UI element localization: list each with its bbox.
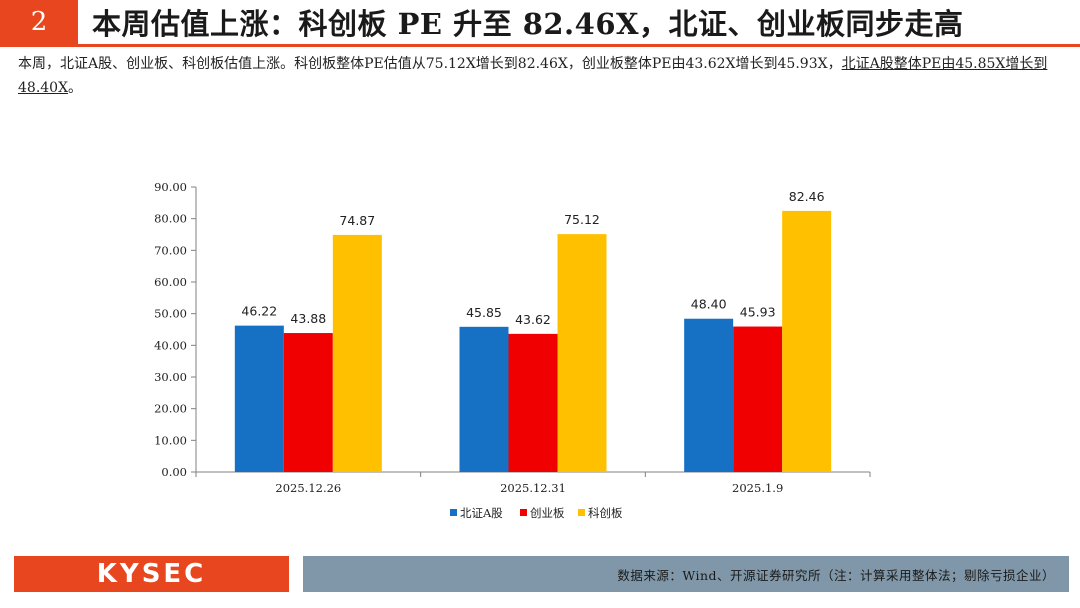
bar-2-1 <box>283 333 333 472</box>
data-label: 48.40 <box>691 297 727 312</box>
y-tick-label: 0.00 <box>161 465 187 479</box>
source-note-bar: 数据来源：Wind、开源证券研究所（注：计算采用整体法；剔除亏损企业） <box>303 556 1069 592</box>
source-note: 数据来源：Wind、开源证券研究所（注：计算采用整体法；剔除亏损企业） <box>617 567 1055 583</box>
legend-swatch <box>520 509 527 516</box>
x-tick-label: 2025.1.9 <box>732 481 783 495</box>
data-label: 46.22 <box>241 304 277 319</box>
bar-3-3 <box>782 210 832 473</box>
legend: 北证A股 创业板 科创板 <box>450 506 623 520</box>
bar-3-1 <box>332 234 382 472</box>
data-label: 43.88 <box>290 311 326 326</box>
y-tick-label: 70.00 <box>154 243 187 257</box>
x-axis: 2025.12.26 2025.12.31 2025.1.9 <box>195 471 871 495</box>
summary-end: 。 <box>68 80 83 96</box>
data-label: 75.12 <box>564 212 600 227</box>
summary-underlined-text: 北证A股整体PE由45.85X增长到48.40X <box>18 56 1048 96</box>
data-label: 45.93 <box>740 305 776 320</box>
legend-label: 创业板 <box>530 506 565 520</box>
y-axis: 0.00 10.00 20.00 30.00 40.00 50.00 60.00 70.00 8… <box>154 180 197 479</box>
y-tick-label: 40.00 <box>154 338 187 352</box>
pe-bar-chart: 0.00 10.00 20.00 30.00 40.00 50.00 60.00 70.00 8… <box>154 180 871 520</box>
data-label: 43.62 <box>515 312 551 327</box>
y-tick-label: 60.00 <box>154 275 187 289</box>
y-tick-label: 20.00 <box>154 402 187 416</box>
bar-2-2 <box>508 333 558 472</box>
y-tick-label: 10.00 <box>154 433 187 447</box>
header-divider <box>0 44 1080 47</box>
bars: 46.22 45.85 48.40 43.88 43.62 45.93 74.87 75.12… <box>234 189 832 473</box>
bar-1-3 <box>684 318 734 472</box>
y-tick-label: 30.00 <box>154 370 187 384</box>
bar-2-3 <box>733 326 783 472</box>
bar-3-2 <box>557 234 607 472</box>
y-tick-label: 50.00 <box>154 307 187 321</box>
legend-swatch <box>450 509 457 516</box>
data-label: 82.46 <box>789 189 825 204</box>
summary-paragraph: 本周，北证A股、创业板、科创板估值上涨。科创板整体PE估值从75.12X增长到8… <box>18 52 1063 100</box>
page-title: 本周估值上涨：科创板 PE 升至 82.46X，北证、创业板同步走高 <box>92 7 964 41</box>
bar-1-2 <box>459 326 509 472</box>
data-label: 74.87 <box>339 213 375 228</box>
data-label: 45.85 <box>466 305 502 320</box>
section-number: 2 <box>0 0 78 44</box>
y-tick-label: 90.00 <box>154 180 187 194</box>
y-tick-label: 80.00 <box>154 212 187 226</box>
x-tick-label: 2025.12.26 <box>275 481 341 495</box>
kysec-logo: KYSEC <box>14 556 289 592</box>
legend-label: 北证A股 <box>460 506 503 520</box>
summary-text: 本周，北证A股、创业板、科创板估值上涨。科创板整体PE估值从75.12X增长到8… <box>18 56 842 72</box>
bar-1-1 <box>234 325 284 472</box>
legend-label: 科创板 <box>588 506 623 520</box>
x-tick-label: 2025.12.31 <box>500 481 566 495</box>
legend-swatch <box>578 509 585 516</box>
